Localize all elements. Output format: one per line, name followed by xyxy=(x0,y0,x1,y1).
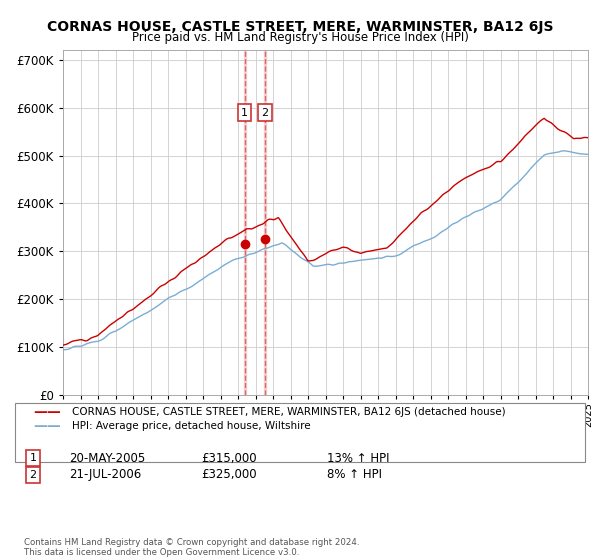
Text: ——: —— xyxy=(33,419,61,432)
Text: 2: 2 xyxy=(262,108,269,118)
Text: Contains HM Land Registry data © Crown copyright and database right 2024.
This d: Contains HM Land Registry data © Crown c… xyxy=(24,538,359,557)
Text: 1: 1 xyxy=(241,108,248,118)
Text: 21-JUL-2006: 21-JUL-2006 xyxy=(69,468,141,482)
Text: CORNAS HOUSE, CASTLE STREET, MERE, WARMINSTER, BA12 6JS (detached house): CORNAS HOUSE, CASTLE STREET, MERE, WARMI… xyxy=(72,407,506,417)
Text: HPI: Average price, detached house, Wiltshire: HPI: Average price, detached house, Wilt… xyxy=(72,421,311,431)
Text: £315,000: £315,000 xyxy=(201,451,257,465)
Text: ——: —— xyxy=(33,404,61,419)
Text: 1: 1 xyxy=(29,453,37,463)
Text: CORNAS HOUSE, CASTLE STREET, MERE, WARMINSTER, BA12 6JS: CORNAS HOUSE, CASTLE STREET, MERE, WARMI… xyxy=(47,20,553,34)
Text: 2: 2 xyxy=(29,470,37,480)
Text: 20-MAY-2005: 20-MAY-2005 xyxy=(69,451,145,465)
Bar xyxy=(264,50,266,395)
Bar xyxy=(244,50,245,395)
Text: 8% ↑ HPI: 8% ↑ HPI xyxy=(327,468,382,482)
Text: £325,000: £325,000 xyxy=(201,468,257,482)
Text: Price paid vs. HM Land Registry's House Price Index (HPI): Price paid vs. HM Land Registry's House … xyxy=(131,31,469,44)
Text: 13% ↑ HPI: 13% ↑ HPI xyxy=(327,451,389,465)
